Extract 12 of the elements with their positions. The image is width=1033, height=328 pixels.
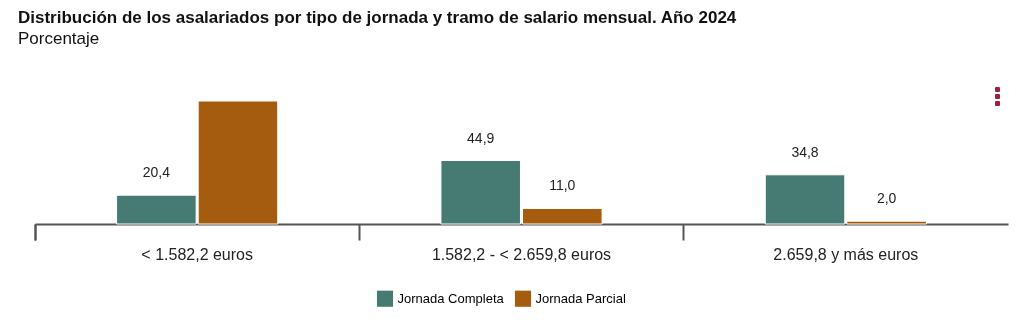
x-tick-label: < 1.582,2 euros [141, 245, 253, 263]
x-tick-label: 1.582,2 - < 2.659,8 euros [431, 245, 612, 263]
data-label: 34,8 [791, 143, 819, 160]
x-tick-label: 2.659,8 y más euros [773, 245, 919, 263]
data-label: 2,0 [876, 190, 897, 207]
legend-label: Jornada Completa [397, 290, 505, 306]
chart-title: Distribución de los asalariados por tipo de jornada y tramo de salario mensual. Año 2024 [18, 7, 737, 27]
data-label: 20,4 [142, 164, 171, 181]
legend-label: Jornada Parcial [535, 290, 626, 306]
data-label: 44,9 [467, 129, 495, 146]
chart-subtitle: Porcentaje [18, 28, 100, 48]
data-label: 11,0 [549, 177, 576, 194]
